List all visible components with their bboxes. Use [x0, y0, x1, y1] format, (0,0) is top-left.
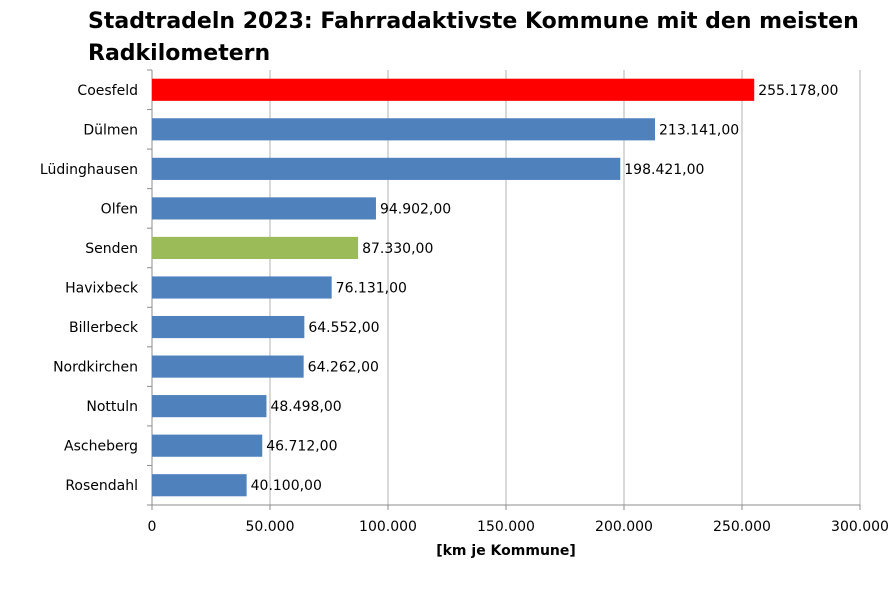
data-label: 48.498,00	[270, 399, 341, 415]
data-label: 87.330,00	[362, 241, 433, 257]
data-label: 40.100,00	[251, 478, 322, 494]
data-label: 94.902,00	[380, 201, 451, 217]
data-label: 255.178,00	[758, 83, 838, 99]
x-tick-label: 0	[148, 519, 157, 535]
x-tick-label: 100.000	[359, 519, 417, 535]
x-tick-label: 50.000	[246, 519, 295, 535]
category-label: Havixbeck	[65, 281, 139, 297]
x-tick-label: 250.000	[713, 519, 771, 535]
category-label: Nottuln	[86, 399, 138, 415]
bar	[152, 236, 359, 260]
bar	[152, 118, 656, 141]
bars	[152, 78, 755, 497]
bar	[152, 355, 304, 378]
bar	[152, 78, 755, 101]
category-labels: Coesfeld Dülmen Lüdinghausen Olfen Senden Hav…	[40, 83, 139, 494]
data-label: 64.552,00	[308, 320, 379, 336]
data-label: 198.421,00	[624, 162, 704, 178]
bar	[152, 434, 263, 457]
category-label: Billerbeck	[69, 320, 139, 336]
category-label: Rosendahl	[65, 478, 138, 494]
category-label: Nordkirchen	[53, 360, 138, 376]
category-label: Dülmen	[83, 122, 138, 138]
data-label: 213.141,00	[659, 122, 739, 138]
x-tick-labels: 0 50.000 100.000 150.000 200.000 250.000 300.0…	[148, 519, 889, 535]
data-label: 76.131,00	[336, 281, 407, 297]
category-label: Senden	[85, 241, 138, 257]
bar	[152, 276, 332, 299]
x-tick-label: 150.000	[477, 519, 535, 535]
x-tick-label: 300.000	[831, 519, 889, 535]
x-axis-title: [km je Kommune]	[436, 543, 576, 559]
category-label: Ascheberg	[64, 439, 138, 455]
bar	[152, 395, 267, 418]
data-labels: 255.178,00 213.141,00 198.421,00 94.902,00 8…	[251, 83, 839, 494]
bar	[152, 197, 376, 220]
bar	[152, 157, 621, 180]
category-label: Lüdinghausen	[40, 162, 138, 178]
data-label: 46.712,00	[266, 439, 337, 455]
chart-title: Stadtradeln 2023: Fahrradaktivste Kommun…	[88, 9, 859, 66]
category-label: Olfen	[101, 201, 138, 217]
bar	[152, 474, 247, 497]
bar	[152, 315, 305, 339]
data-label: 64.262,00	[308, 360, 379, 376]
category-label: Coesfeld	[77, 83, 138, 99]
x-tick-label: 200.000	[595, 519, 653, 535]
